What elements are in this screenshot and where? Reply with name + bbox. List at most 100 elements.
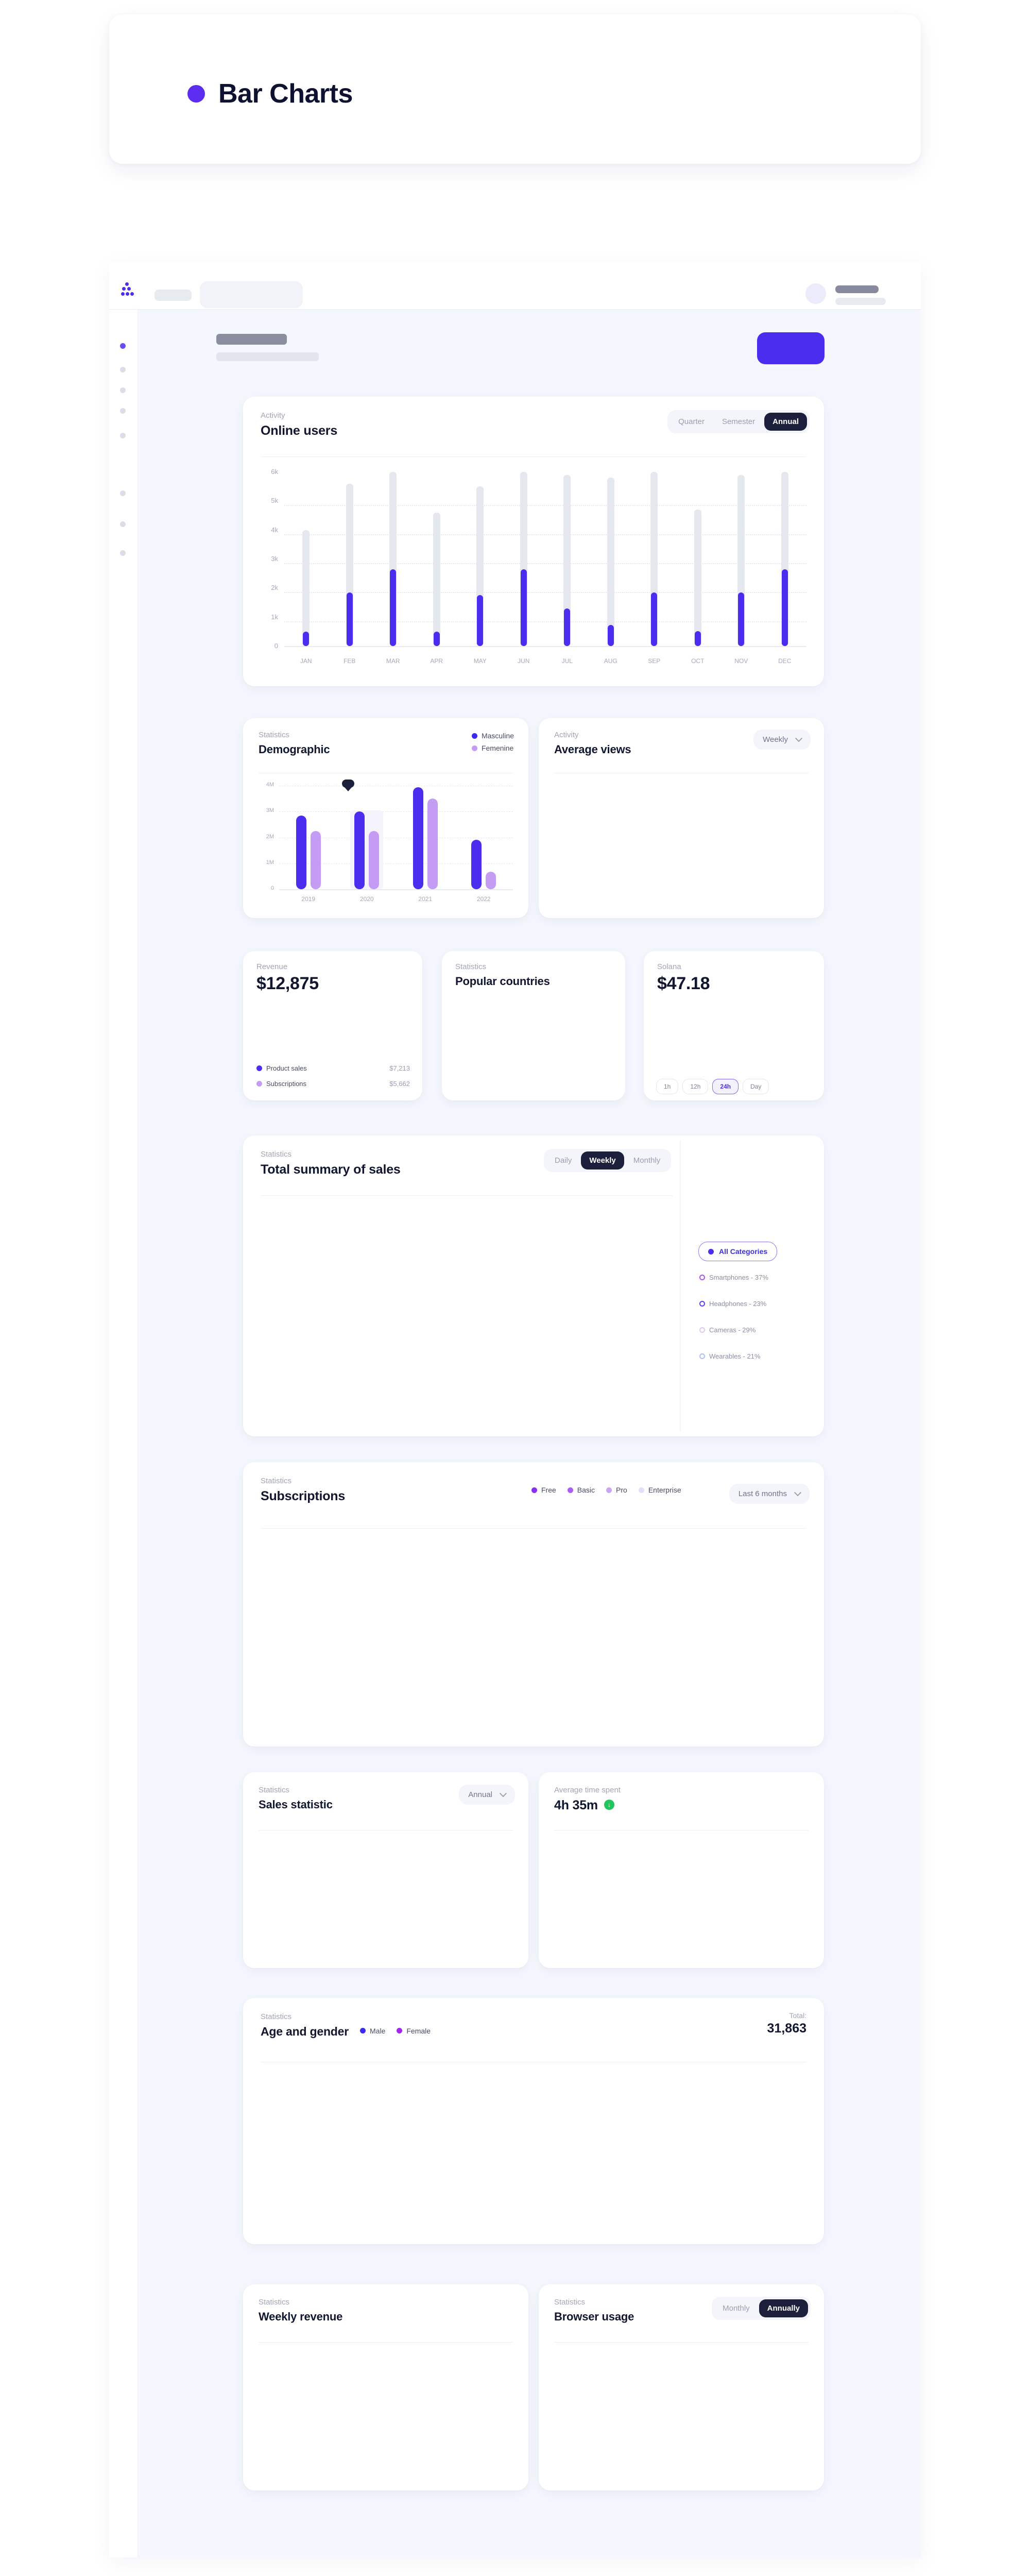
bar[interactable]: [390, 569, 397, 646]
gridline: [284, 505, 806, 506]
legend-item-free[interactable]: Free: [531, 1486, 556, 1494]
segment-daily[interactable]: Daily: [555, 1156, 572, 1165]
subscriptions-dropdown[interactable]: Last 6 months: [729, 1484, 810, 1504]
popular-countries-title: Popular countries: [455, 975, 550, 988]
time-spent-amount-row: 4h 35m ↓: [554, 1796, 614, 1813]
gridline: [284, 563, 806, 564]
bar-masculine[interactable]: [471, 839, 482, 889]
demographic-chart: 0 1M 2M 3M 4M 2019 2020 2021 2022: [259, 778, 513, 907]
gridline: [279, 811, 513, 812]
bar-masculine[interactable]: [354, 811, 365, 889]
range-12h[interactable]: 12h: [682, 1079, 709, 1094]
bar[interactable]: [433, 631, 440, 646]
legend-item-enterprise[interactable]: Enterprise: [638, 1486, 681, 1494]
legend-item-smartphones[interactable]: Smartphones - 37%: [699, 1274, 768, 1281]
sidebar-item-7[interactable]: [120, 521, 126, 527]
bar[interactable]: [781, 569, 788, 646]
bar[interactable]: [346, 592, 353, 646]
sidebar-item-6[interactable]: [120, 490, 126, 496]
card-revenue: Revenue $12,875 Product sales $7,213 Sub…: [243, 951, 422, 1100]
age-gender-title-row: Age and gender Male Female: [261, 2023, 431, 2039]
time-spent-amount: 4h 35m: [554, 1798, 598, 1812]
page-subheading-skeleton: [216, 352, 319, 361]
card-browser-usage: Statistics Browser usage Monthly Annuall…: [539, 2284, 824, 2490]
total-sales-eyebrow: Statistics: [261, 1150, 292, 1159]
bar[interactable]: [694, 631, 701, 646]
bar-track: [302, 530, 310, 646]
topbar-skeleton-1: [154, 290, 192, 301]
range-24h[interactable]: 24h: [712, 1079, 739, 1094]
x-tick: MAR: [386, 657, 400, 665]
legend-item-male[interactable]: Male: [360, 2027, 385, 2035]
segment-monthly[interactable]: Monthly: [633, 1156, 661, 1165]
bar[interactable]: [651, 592, 658, 646]
sales-statistic-eyebrow: Statistics: [259, 1786, 290, 1794]
online-users-segmented-control[interactable]: Quarter Semester Annual: [667, 410, 810, 433]
primary-action-button[interactable]: [757, 332, 825, 364]
bar[interactable]: [738, 592, 745, 646]
dropdown-value: Last 6 months: [738, 1489, 787, 1498]
y-tick: 4k: [271, 526, 278, 534]
legend-ring-icon: [699, 1353, 705, 1359]
segment-quarter[interactable]: Quarter: [678, 417, 705, 426]
bar-femenine[interactable]: [369, 831, 380, 889]
legend-item-cameras[interactable]: Cameras - 29%: [699, 1326, 768, 1334]
legend-item-masculine[interactable]: Masculine: [471, 732, 514, 740]
all-categories-chip[interactable]: All Categories: [698, 1242, 778, 1261]
sidebar-item-5[interactable]: [120, 433, 126, 438]
topbar-search-placeholder[interactable]: [200, 281, 303, 308]
range-day[interactable]: Day: [743, 1079, 769, 1094]
divider: [259, 1830, 513, 1831]
segment-monthly[interactable]: Monthly: [723, 2304, 750, 2313]
legend-ring-icon: [699, 1275, 705, 1280]
legend-item-female[interactable]: Female: [397, 2027, 431, 2035]
divider: [261, 1195, 673, 1196]
avatar[interactable]: [805, 283, 826, 304]
bar[interactable]: [520, 569, 527, 646]
range-1h[interactable]: 1h: [656, 1079, 679, 1094]
divider: [261, 456, 806, 457]
sidebar-item-3[interactable]: [120, 387, 126, 393]
x-tick: JAN: [300, 657, 312, 665]
revenue-chart: [256, 1011, 409, 1058]
bar-masculine[interactable]: [413, 787, 423, 889]
solana-range-selector[interactable]: 1h 12h 24h Day: [656, 1079, 769, 1094]
legend-item-pro[interactable]: Pro: [606, 1486, 627, 1494]
card-subscriptions: Statistics Subscriptions Free Basic Pro …: [243, 1462, 824, 1747]
sidebar-item-4[interactable]: [120, 408, 126, 414]
bar-femenine[interactable]: [310, 831, 321, 889]
y-tick: 5k: [271, 497, 278, 505]
browser-usage-segmented-control[interactable]: Monthly Annually: [712, 2297, 811, 2320]
segment-annually[interactable]: Annually: [759, 2299, 808, 2317]
bar[interactable]: [607, 625, 614, 646]
legend-item-headphones[interactable]: Headphones - 23%: [699, 1300, 768, 1308]
bar-masculine[interactable]: [296, 815, 306, 889]
topbar-user-name-skeleton: [835, 285, 879, 293]
sidebar-item-2[interactable]: [120, 367, 126, 372]
bar[interactable]: [564, 608, 571, 646]
legend-label: Free: [541, 1486, 556, 1494]
age-gender-eyebrow: Statistics: [261, 2012, 292, 2021]
legend-item-basic[interactable]: Basic: [567, 1486, 595, 1494]
x-tick: NOV: [734, 657, 748, 665]
legend-item-wearables[interactable]: Wearables - 21%: [699, 1352, 768, 1360]
total-sales-segmented-control[interactable]: Daily Weekly Monthly: [544, 1149, 672, 1172]
sidebar-item-dashboard[interactable]: [120, 343, 126, 349]
sidebar-item-8[interactable]: [120, 550, 126, 556]
segment-semester[interactable]: Semester: [722, 417, 756, 426]
bar-femenine[interactable]: [486, 871, 496, 889]
segment-weekly[interactable]: Weekly: [581, 1151, 624, 1170]
bar-femenine[interactable]: [427, 799, 438, 889]
arrow-down-icon: ↓: [604, 1799, 614, 1810]
bar[interactable]: [477, 595, 484, 646]
legend-item-femenine[interactable]: Femenine: [471, 744, 514, 752]
sales-statistic-dropdown[interactable]: Annual: [459, 1785, 515, 1805]
gridline: [279, 863, 513, 864]
bar[interactable]: [303, 631, 310, 646]
x-tick: DEC: [778, 657, 792, 665]
segment-annual[interactable]: Annual: [764, 413, 807, 431]
online-users-title: Online users: [261, 423, 338, 438]
average-views-dropdown[interactable]: Weekly: [753, 730, 811, 750]
app-logo-icon[interactable]: [121, 282, 138, 298]
